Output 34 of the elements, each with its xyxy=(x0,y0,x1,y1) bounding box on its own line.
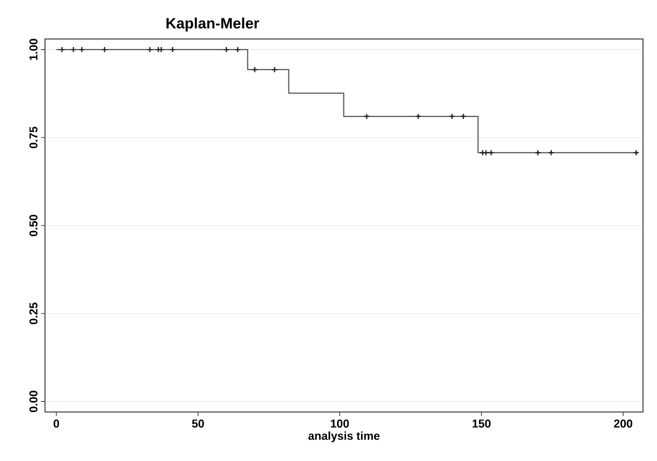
y-tick-label: 0.50 xyxy=(29,214,38,236)
point xyxy=(482,149,490,156)
point xyxy=(234,46,241,53)
x-tick-label: 150 xyxy=(472,420,491,428)
point xyxy=(488,149,494,156)
point xyxy=(223,46,230,53)
point xyxy=(169,46,176,53)
point xyxy=(146,46,154,53)
point xyxy=(101,46,108,53)
point xyxy=(534,149,542,156)
point xyxy=(252,66,258,73)
x-tick-label: 200 xyxy=(614,420,632,428)
point xyxy=(460,113,467,120)
point xyxy=(70,46,77,53)
point xyxy=(448,113,456,120)
point xyxy=(155,46,162,53)
point xyxy=(415,113,422,120)
y-tick-label: 0.25 xyxy=(29,302,38,324)
point xyxy=(363,113,370,120)
point xyxy=(158,46,164,53)
x-tick-label: 0 xyxy=(54,420,60,428)
x-tick-label: 50 xyxy=(192,420,204,428)
y-tick-label: 0.75 xyxy=(29,126,38,148)
point xyxy=(78,46,86,53)
x-axis-title: analysis time xyxy=(308,431,380,442)
y-tick-label: 1.00 xyxy=(29,38,38,60)
point xyxy=(548,149,554,156)
x-tick-label: 100 xyxy=(330,420,349,428)
chart-title: Kaplan-Meler xyxy=(166,18,260,32)
point xyxy=(479,149,486,156)
point xyxy=(271,66,278,73)
point xyxy=(58,46,66,53)
y-tick-label: 0.00 xyxy=(29,390,38,412)
point xyxy=(633,149,640,156)
